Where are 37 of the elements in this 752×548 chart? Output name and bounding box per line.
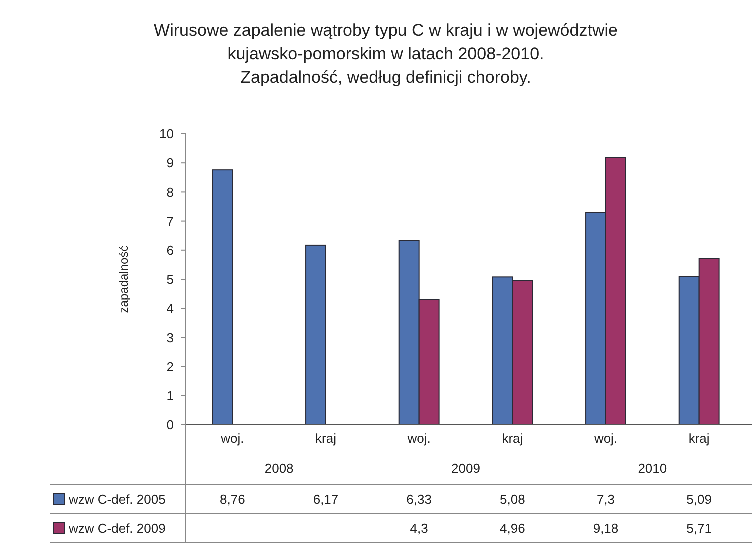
y-tick-label: 5 (166, 272, 174, 288)
y-tick-label: 2 (166, 359, 174, 374)
y-tick-label: 7 (166, 214, 174, 229)
y-tick-label: 6 (166, 242, 174, 258)
chart-subtitle: Zapadalność, według definicji choroby. (240, 68, 532, 87)
text: 2009 (452, 461, 480, 476)
text: 2008 (264, 461, 294, 476)
data-label: 5,71 (686, 521, 712, 536)
data-label: 4,3 (410, 521, 428, 536)
bar (306, 244, 326, 426)
data-label: 9,18 (593, 521, 619, 536)
y-tick-label: 8 (166, 184, 174, 200)
data-label: 5,08 (500, 492, 526, 508)
y-tick-label: 0 (166, 418, 174, 433)
x-tick-label: woj. (406, 431, 431, 446)
data-label: 8,76 (220, 492, 246, 508)
y-tick-label: 10 (160, 126, 174, 142)
x-tick-label: kraj (316, 431, 337, 446)
x-tick-label: kraj (688, 431, 710, 446)
x-tick-label: woj. (593, 431, 618, 446)
text: 2010 (638, 461, 668, 476)
y-tick-label: 9 (166, 156, 174, 171)
data-label: 4,96 (500, 521, 526, 536)
y-tick-label: 1 (166, 388, 174, 404)
y-tick-label: 4 (166, 301, 174, 316)
legend-label: wzw C-def. 2009 (68, 521, 166, 536)
y-tick-label: 3 (166, 330, 174, 346)
y-axis-title: zapadalność (117, 246, 131, 314)
chart-title: Wirusowe zapalenie wątroby typu C w kraju i w województwie kujawsko-pomorskim w latach 2008-2010. (154, 21, 618, 64)
data-label: 6,33 (406, 492, 432, 508)
x-tick-label: kraj (502, 431, 524, 446)
data-label: 7,3 (596, 492, 616, 508)
bar (212, 170, 234, 426)
data-label: 5,09 (686, 492, 712, 508)
data-label: 6,17 (313, 492, 339, 508)
legend-label: wzw C-def. 2005 (68, 492, 166, 508)
x-tick-label: woj. (220, 431, 244, 446)
